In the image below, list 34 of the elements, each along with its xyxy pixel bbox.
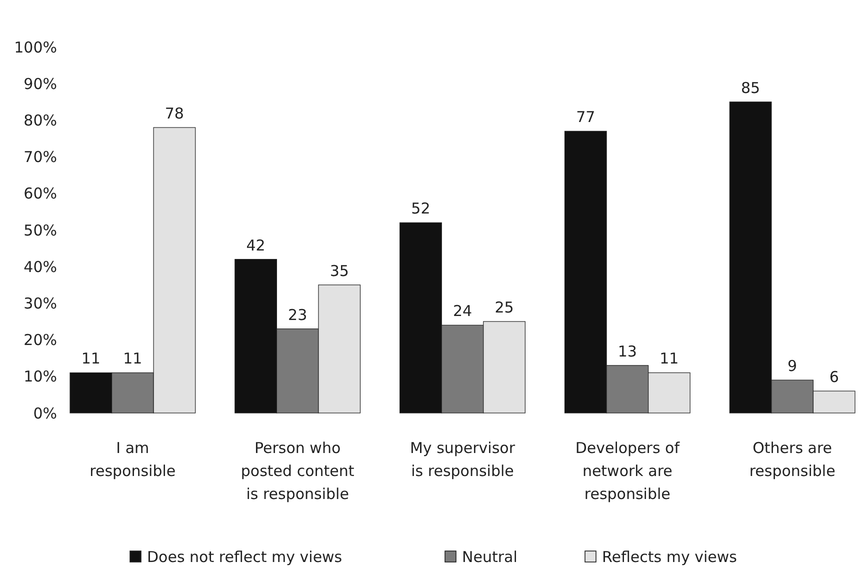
data-label: 9 bbox=[788, 357, 798, 376]
y-tick-label: 70% bbox=[24, 148, 57, 166]
data-label: 77 bbox=[576, 108, 596, 126]
legend-label: Does not reflect my views bbox=[147, 548, 342, 566]
data-label: 11 bbox=[81, 350, 100, 368]
data-label: 42 bbox=[246, 236, 266, 254]
y-tick-label: 50% bbox=[24, 221, 57, 240]
y-tick-label: 60% bbox=[24, 184, 57, 203]
x-tick-label: I am responsible bbox=[90, 439, 176, 480]
data-label: 52 bbox=[411, 200, 430, 218]
y-tick-label: 30% bbox=[24, 294, 57, 312]
y-tick-label: 10% bbox=[24, 368, 57, 386]
y-tick-label: 20% bbox=[24, 331, 57, 350]
x-tick-label: Developers of network are responsible bbox=[575, 439, 680, 503]
data-label: 13 bbox=[618, 342, 637, 360]
y-tick-label: 40% bbox=[24, 258, 57, 276]
data-label: 35 bbox=[330, 262, 349, 280]
data-label: 6 bbox=[829, 368, 839, 386]
x-tick-label: My supervisor is responsible bbox=[410, 439, 516, 480]
legend-label: Reflects my views bbox=[602, 548, 738, 566]
data-label: 25 bbox=[494, 298, 514, 316]
y-tick-label: 80% bbox=[24, 111, 57, 130]
data-label: 11 bbox=[660, 350, 679, 368]
data-label: 23 bbox=[288, 306, 308, 324]
y-tick-label: 0% bbox=[33, 404, 57, 422]
data-label: 24 bbox=[452, 302, 472, 320]
data-label: 78 bbox=[164, 104, 184, 123]
data-label: 11 bbox=[123, 350, 142, 368]
data-label: 85 bbox=[741, 78, 760, 97]
y-tick-label: 90% bbox=[24, 74, 57, 93]
y-tick-label: 100% bbox=[14, 38, 57, 56]
legend-label: Neutral bbox=[462, 548, 518, 566]
x-tick-label: Person who posted content is responsible bbox=[240, 439, 354, 503]
x-tick-label: Others are responsible bbox=[749, 439, 836, 480]
